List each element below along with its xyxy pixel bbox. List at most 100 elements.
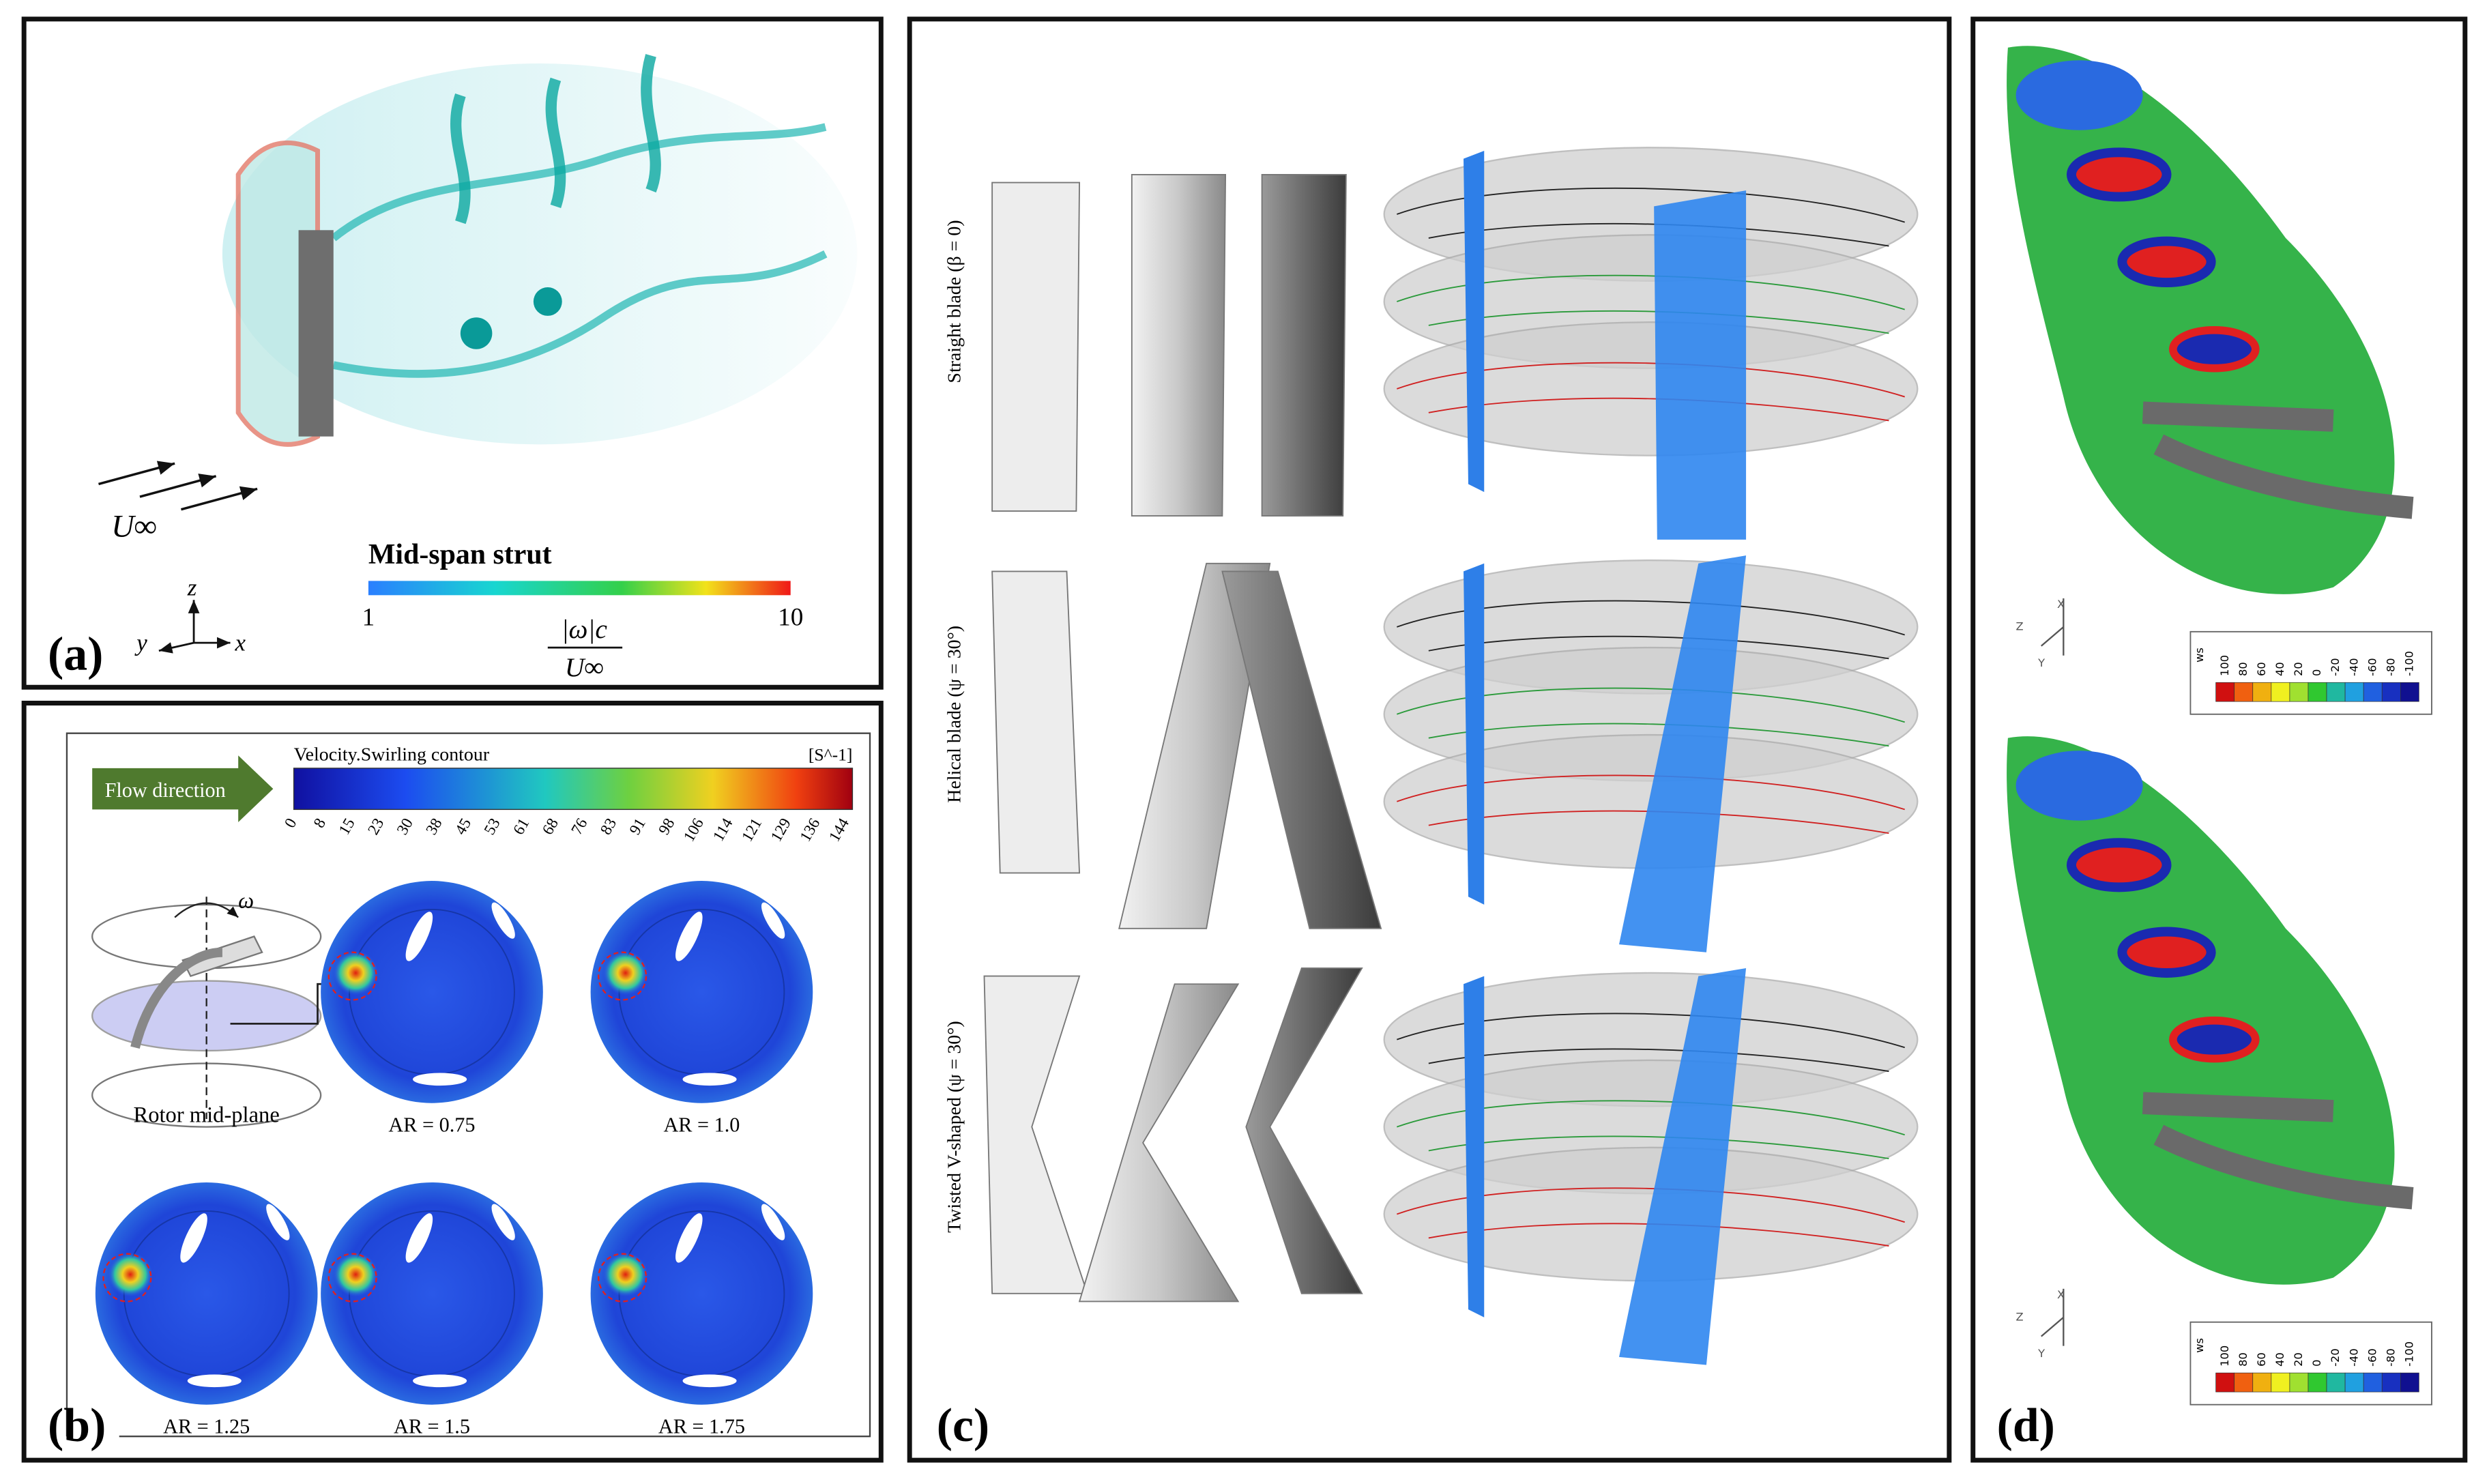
blade <box>1618 555 1747 952</box>
blade <box>491 1204 515 1240</box>
blade-isosurface <box>991 570 1081 874</box>
panel-label: (c) <box>937 1399 989 1452</box>
contour-disk: AR = 1.75 <box>590 1182 813 1438</box>
blade <box>675 912 703 961</box>
blade-row: Twisted V-shaped (ψ = 30°) <box>944 967 1919 1365</box>
colorbar-denominator: U∞ <box>565 652 604 682</box>
vortex <box>603 950 648 995</box>
legend-tick-label: -100 <box>2403 1341 2416 1367</box>
case-label: AR = 1.0 <box>663 1114 740 1137</box>
legend-tick-label: -80 <box>2384 1348 2397 1367</box>
axis-label: X <box>2057 1288 2065 1301</box>
legend-tick-label: 100 <box>2218 1345 2231 1367</box>
blade <box>761 1204 785 1240</box>
axis-z: z <box>187 574 197 600</box>
legend-tick-label: -60 <box>2366 658 2378 676</box>
blade-isosurface <box>1221 570 1382 929</box>
legend-tick-label: -20 <box>2329 658 2342 676</box>
strut <box>2142 401 2414 519</box>
legend-swatch <box>2289 682 2309 702</box>
axis-label: Z <box>2016 620 2024 633</box>
legend-tick-label: -60 <box>2366 1348 2378 1367</box>
blade <box>1464 976 1485 1318</box>
row-label: Straight blade (β = 0) <box>944 220 965 383</box>
legend-swatch <box>2363 682 2383 702</box>
axis-label: Y <box>2037 1347 2045 1360</box>
legend-swatch <box>2215 1372 2235 1393</box>
contour-blob <box>2169 1016 2260 1063</box>
legend-swatch <box>2381 682 2401 702</box>
contour-disk: AR = 1.5 <box>321 1182 543 1438</box>
axis-triad <box>158 600 231 654</box>
blade-row: Helical blade (ψ = 30°) <box>944 555 1919 952</box>
blade <box>413 1374 467 1388</box>
colorbar-title: Mid-span strut <box>368 539 552 570</box>
triad <box>2040 598 2065 656</box>
streamlines <box>1397 687 1905 747</box>
row-label: Twisted V-shaped (ψ = 30°) <box>944 1021 965 1233</box>
legend-swatch <box>2234 682 2254 702</box>
blade <box>266 1204 290 1240</box>
legend-tick-label: 60 <box>2255 662 2268 676</box>
legend-tick-label: 40 <box>2273 662 2286 676</box>
blade <box>187 1374 242 1388</box>
legend-tick-label: -80 <box>2384 658 2397 676</box>
blade <box>675 1213 703 1263</box>
flow-label: Flow direction <box>105 779 226 802</box>
vorticity-view: X Z Yws 100 80 60 40 20 0 -20 -40 -60 -80 -100 <box>2007 736 2432 1406</box>
colorbar-title: Velocity.Swirling contour <box>294 744 490 765</box>
legend-swatch <box>2289 1372 2309 1393</box>
legend-swatch <box>2271 1372 2290 1393</box>
blade <box>1654 190 1747 540</box>
legend-swatch <box>2252 1372 2272 1393</box>
legend-swatch <box>2308 1372 2327 1393</box>
blade-isosurface <box>1261 173 1347 517</box>
axis-y: y <box>134 630 147 656</box>
disk <box>321 881 543 1103</box>
streamlines <box>1397 600 1905 660</box>
legend-swatch <box>2308 682 2327 702</box>
legend-swatch <box>2344 1372 2364 1393</box>
blade-isosurface <box>1118 562 1271 929</box>
rotor-diagram <box>91 897 366 1128</box>
case-label: AR = 1.25 <box>163 1415 250 1438</box>
legend-tick-label: 0 <box>2310 669 2323 676</box>
panel-label: (d) <box>1997 1399 2055 1452</box>
axis-label: Y <box>2037 656 2045 669</box>
blade <box>1618 967 1747 1365</box>
contour-blob <box>2117 927 2216 978</box>
colorbar-unit: [S^-1] <box>809 744 853 764</box>
contour-blob <box>2066 838 2172 892</box>
inner-frame <box>66 732 871 1438</box>
legend-swatch <box>2271 682 2290 702</box>
triad <box>2040 1288 2065 1346</box>
colorbar-max: 10 <box>778 604 803 632</box>
panel-label: (b) <box>48 1399 106 1452</box>
streamlines <box>1397 1013 1905 1073</box>
axis-x: x <box>235 630 246 656</box>
contour-blob <box>2117 236 2216 288</box>
colorbar-numerator: |ω|c <box>562 614 608 644</box>
panel-label: (a) <box>48 628 103 681</box>
blade <box>413 1073 467 1086</box>
contour-disk: AR = 0.75 <box>321 881 543 1137</box>
legend-tick-label: -40 <box>2347 1348 2360 1367</box>
contour-blob <box>2015 751 2143 821</box>
disk <box>95 1182 318 1405</box>
legend-swatch <box>2234 1372 2254 1393</box>
blade-isosurface <box>1131 173 1227 517</box>
legend-swatch <box>2400 1372 2419 1393</box>
legend-swatch <box>2326 682 2346 702</box>
colorbar <box>368 581 791 596</box>
blade <box>682 1374 737 1388</box>
vorticity-view: X Z Yws 100 80 60 40 20 0 -20 -40 -60 -80 -100 <box>2007 46 2432 715</box>
axis-label: X <box>2057 598 2065 611</box>
freestream-label: U∞ <box>111 509 157 544</box>
legend-title: ws <box>2193 648 2206 663</box>
legend-tick-label: 60 <box>2255 1352 2268 1367</box>
vortex <box>108 1252 153 1297</box>
legend-tick-label: 20 <box>2292 1352 2305 1367</box>
vortex <box>333 1252 378 1297</box>
legend-swatch <box>2215 682 2235 702</box>
case-label: AR = 0.75 <box>388 1114 475 1137</box>
